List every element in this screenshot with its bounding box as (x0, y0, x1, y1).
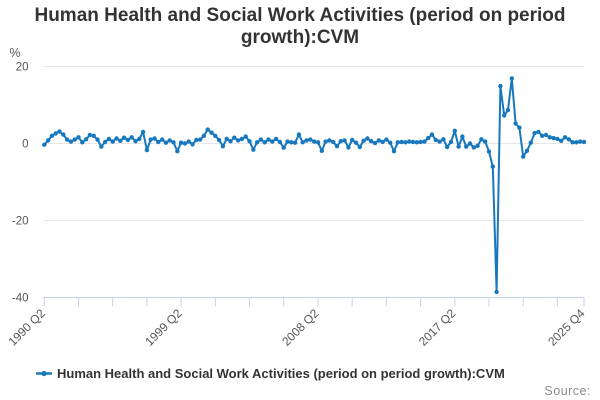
svg-text:0: 0 (22, 139, 28, 151)
svg-text:2017 Q2: 2017 Q2 (416, 306, 459, 349)
svg-text:Human Health and Social Work A: Human Health and Social Work Activities … (57, 366, 505, 381)
svg-text:%: % (10, 46, 21, 60)
svg-text:2008 Q2: 2008 Q2 (279, 306, 322, 349)
svg-text:-40: -40 (12, 293, 29, 305)
svg-text:-20: -20 (12, 216, 29, 228)
svg-text:20: 20 (16, 62, 29, 74)
svg-text:2025 Q4: 2025 Q4 (545, 306, 588, 349)
svg-text:1990 Q2: 1990 Q2 (5, 306, 48, 349)
svg-text:1999 Q2: 1999 Q2 (142, 306, 185, 349)
